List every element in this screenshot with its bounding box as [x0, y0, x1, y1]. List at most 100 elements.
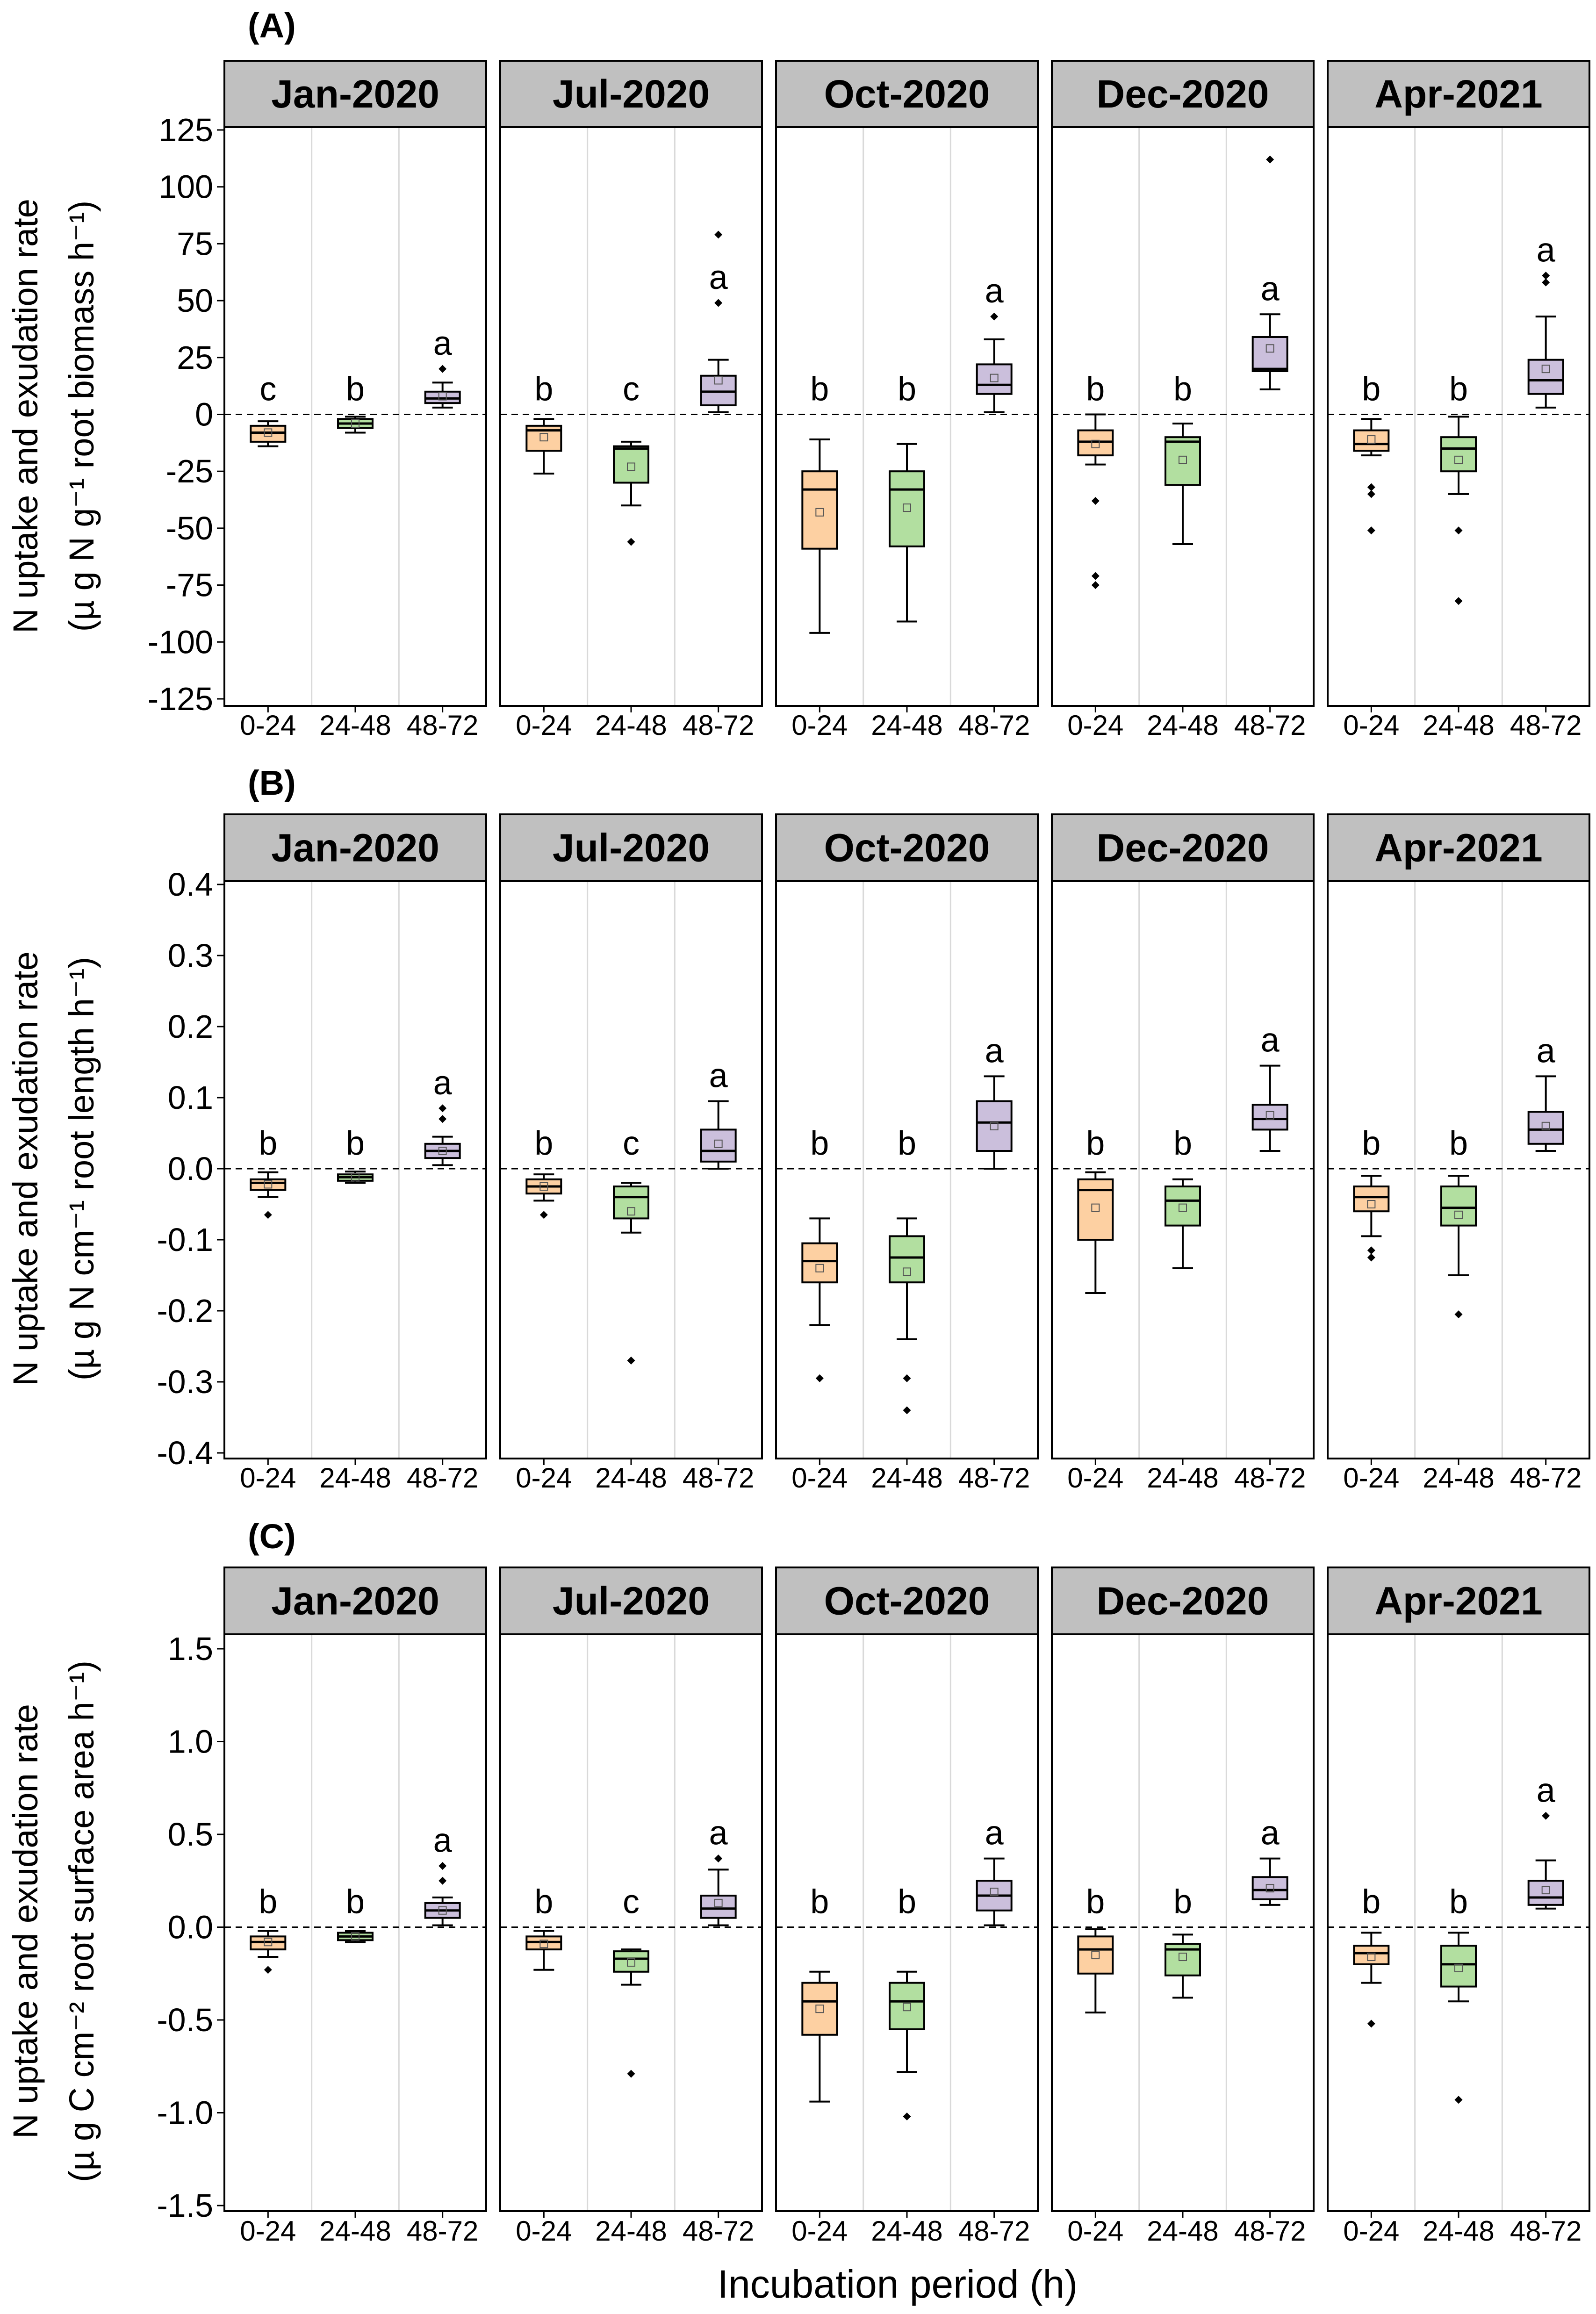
box-24-48: b [337, 1883, 374, 1943]
mean-marker [1265, 344, 1274, 353]
facet-strip-label: Jan-2020 [271, 72, 439, 116]
y-tick-label: 50 [177, 282, 213, 319]
plot-area [500, 881, 762, 1459]
y-tick-label: -0.1 [157, 1222, 213, 1258]
box-0-24: b [250, 1125, 287, 1219]
mean-marker [1541, 1886, 1550, 1895]
box-48-72: a [1527, 1772, 1564, 1910]
x-tick-label: 48-72 [958, 2215, 1030, 2247]
significance-letter: b [1362, 1125, 1380, 1162]
x-tick-label: 24-48 [595, 1462, 667, 1494]
y-axis-label-line2: (µ g C cm⁻² root surface area h⁻¹) [62, 1660, 101, 2182]
mean-marker [903, 2003, 911, 2012]
x-tick-label: 24-48 [1423, 1462, 1494, 1494]
mean-marker [351, 419, 359, 428]
significance-letter: a [985, 1815, 1004, 1852]
significance-letter: a [433, 325, 453, 362]
box-0-24: b [250, 1883, 287, 1974]
significance-letter: b [1086, 371, 1105, 408]
mean-marker [1091, 439, 1100, 448]
box-iqr [1440, 1186, 1477, 1227]
mean-marker [990, 1888, 999, 1897]
outlier-point [264, 1966, 272, 1974]
facet-apr-2021: Apr-2021 b b a 0-24 24-48 48-72 [1327, 1567, 1590, 2247]
plot-area [1328, 881, 1589, 1459]
outlier-point [1091, 581, 1100, 589]
x-tick-label: 0-24 [516, 1462, 572, 1494]
box-24-48: b [1440, 371, 1477, 605]
facet-strip [775, 1567, 1039, 1635]
x-tick-label: 48-72 [1510, 710, 1582, 741]
significance-letter: b [1362, 371, 1380, 408]
facet-strip [1327, 1567, 1590, 1635]
outlier-point [539, 1211, 548, 1219]
mean-marker [1179, 1203, 1187, 1212]
x-tick-label: 0-24 [240, 1462, 296, 1494]
outlier-point [439, 365, 447, 373]
significance-letter: b [1449, 1883, 1468, 1921]
mean-marker [264, 428, 273, 437]
significance-letter: b [810, 371, 829, 408]
facet-strip-label: Oct-2020 [824, 72, 990, 116]
significance-letter: a [1261, 1022, 1280, 1059]
plot-area [1052, 881, 1314, 1459]
y-tick-label: 0 [195, 396, 213, 433]
box-iqr [1165, 436, 1201, 486]
y-tick-label: -100 [148, 624, 213, 660]
plot-area [1328, 1634, 1589, 2211]
facet-dec-2020: Dec-2020 b b a 0-24 24-48 48-72 [1051, 1567, 1315, 2247]
facet-jan-2020: Jan-2020 c b a 0-24 24-48 48-72 [223, 60, 487, 741]
significance-letter: a [433, 1822, 453, 1859]
box-iqr [1077, 1178, 1114, 1241]
x-tick-label: 0-24 [240, 710, 296, 741]
significance-letter: b [346, 1883, 365, 1921]
x-tick-label: 0-24 [1343, 710, 1399, 741]
outlier-point [1367, 2019, 1375, 2028]
mean-marker [1454, 1210, 1463, 1219]
box-0-24: b [1353, 371, 1390, 535]
facet-jan-2020: Jan-2020 b b a 0-24 24-48 48-72 [223, 813, 487, 1494]
x-tick-label: 24-48 [595, 710, 667, 741]
x-tick-label: 24-48 [871, 1462, 942, 1494]
mean-marker [438, 1906, 447, 1915]
y-tick-label: -125 [148, 681, 213, 717]
box-24-48: b [889, 1883, 925, 2120]
x-tick-label: 0-24 [1067, 2215, 1123, 2247]
box-0-24: b [1077, 1125, 1114, 1294]
mean-marker [1265, 1884, 1274, 1893]
x-tick-label: 48-72 [1234, 710, 1306, 741]
x-tick-label: 48-72 [1234, 1462, 1306, 1494]
facet-strip-label: Apr-2021 [1374, 826, 1543, 870]
facet-strip-label: Dec-2020 [1097, 72, 1269, 116]
facet-strip [1327, 60, 1590, 128]
box-iqr [1165, 1186, 1201, 1227]
x-tick-label: 48-72 [1234, 2215, 1306, 2247]
x-tick-label: 48-72 [407, 2215, 478, 2247]
box-24-48: b [337, 371, 374, 434]
facet-strip-label: Jul-2020 [553, 826, 710, 870]
significance-letter: a [1537, 1772, 1556, 1809]
box-iqr [1251, 1876, 1288, 1900]
significance-letter: b [898, 1883, 916, 1921]
significance-letter: b [810, 1883, 829, 1921]
mean-marker [539, 433, 548, 442]
y-tick-label: 0.0 [168, 1150, 213, 1187]
mean-marker [815, 1264, 824, 1272]
box-24-48: b [889, 1125, 925, 1415]
significance-letter: b [534, 371, 553, 408]
box-48-72: a [1251, 155, 1288, 390]
outlier-point [627, 2070, 635, 2078]
mean-marker [714, 1898, 723, 1907]
facet-strip-label: Apr-2021 [1374, 72, 1543, 116]
box-iqr [613, 445, 649, 484]
outlier-point [1367, 526, 1375, 535]
facet-strip [775, 813, 1039, 882]
y-tick-label: -0.2 [157, 1293, 213, 1329]
facet-oct-2020: Oct-2020 b b a 0-24 24-48 48-72 [775, 60, 1039, 741]
x-tick-label: 48-72 [407, 1462, 478, 1494]
facet-dec-2020: Dec-2020 b b a 0-24 24-48 48-72 [1051, 60, 1315, 741]
box-iqr [1353, 429, 1390, 452]
plot-area [1052, 127, 1314, 706]
x-tick-label: 0-24 [1067, 710, 1123, 741]
